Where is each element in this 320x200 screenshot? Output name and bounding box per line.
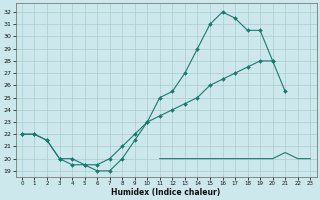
- X-axis label: Humidex (Indice chaleur): Humidex (Indice chaleur): [111, 188, 221, 197]
